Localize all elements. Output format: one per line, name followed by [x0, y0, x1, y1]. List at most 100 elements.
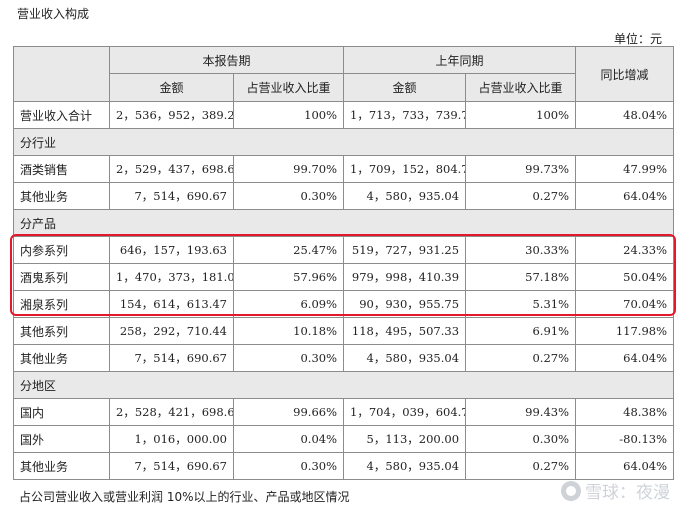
yoy-cell: 70.04% [575, 290, 675, 318]
row-label: 国外 [13, 425, 110, 453]
table-row: 湘泉系列 154，614，613.47 6.09% 90，930，955.75 5.31… [13, 290, 675, 318]
current-share-cell: 99.66% [232, 398, 345, 426]
region-rows: 国内 2，528，421，698.61 99.66% 1，704，039，604.72… [13, 398, 675, 480]
prior-share-cell: 100% [465, 101, 577, 129]
current-share-cell: 57.96% [232, 263, 345, 291]
header-row-2: 金额 占营业收入比重 金额 占营业收入比重 [14, 73, 674, 102]
row-label: 酒类销售 [13, 155, 110, 183]
current-share-cell: 99.70% [232, 155, 345, 183]
header-blank-cell [13, 46, 110, 102]
table-row: 其他业务 7，514，690.67 0.30% 4，580，935.04 0.27% 64… [13, 344, 675, 372]
prior-amount-cell: 90，930，955.75 [343, 290, 467, 318]
current-share-cell: 6.09% [232, 290, 345, 318]
section-row-region: 分地区 [12, 371, 675, 399]
prior-share-cell: 6.91% [465, 317, 577, 345]
table-row: 国外 1，016，000.00 0.04% 5，113，200.00 0.30% -80.… [13, 425, 675, 453]
table-row: 内参系列 646，157，193.63 25.47% 519，727，931.25 30… [13, 236, 675, 264]
prior-share-cell: 5.31% [465, 290, 577, 318]
yoy-cell: 24.33% [575, 236, 675, 264]
table-row: 酒类销售 2，529，437，698.61 99.70% 1，709，152，804.… [13, 155, 675, 183]
total-row: 营业收入合计 2，536，952，389.28 100% 1，713，733，7… [13, 101, 675, 129]
watermark: 雪球：夜漫 [561, 478, 670, 503]
prior-share-cell: 0.30% [465, 425, 577, 453]
header-prior-share: 占营业收入比重 [465, 73, 577, 102]
current-amount-cell: 1，016，000.00 [109, 425, 234, 453]
yoy-cell: 48.38% [575, 398, 675, 426]
industry-rows: 酒类销售 2，529，437，698.61 99.70% 1，709，152，804.… [13, 155, 675, 210]
row-label: 湘泉系列 [13, 290, 110, 318]
prior-share-cell: 0.27% [465, 182, 577, 210]
watermark-text: 雪球：夜漫 [585, 483, 670, 503]
current-amount-cell: 2，529，437，698.61 [109, 155, 234, 183]
footnote: 占公司营业收入或营业利润 10%以上的行业、产品或地区情况 [19, 490, 350, 504]
prior-share-cell: 30.33% [465, 236, 577, 264]
yoy-cell: 48.04% [575, 101, 675, 129]
section-title: 分行业 [12, 128, 675, 156]
prior-share-cell: 0.27% [465, 344, 577, 372]
product-rows: 内参系列 646，157，193.63 25.47% 519，727，931.25 30… [13, 236, 675, 372]
row-label: 其他业务 [13, 452, 110, 480]
prior-amount-cell: 979，998，410.39 [343, 263, 467, 291]
section-title: 分地区 [12, 371, 675, 399]
row-label: 内参系列 [13, 236, 110, 264]
current-share-cell: 0.30% [232, 452, 345, 480]
current-amount-cell: 646，157，193.63 [109, 236, 234, 264]
header-row-1: 本报告期 上年同期 同比增减 [13, 46, 675, 102]
current-share-cell: 0.30% [232, 344, 345, 372]
yoy-cell: -80.13% [575, 425, 675, 453]
current-amount-cell: 7，514，690.67 [109, 182, 234, 210]
current-share-cell: 0.30% [232, 182, 345, 210]
table-row: 其他业务 7，514，690.67 0.30% 4，580，935.04 0.27% 64… [13, 452, 675, 480]
header-current-amount: 金额 [109, 73, 234, 102]
header-prior-amount: 金额 [343, 73, 467, 102]
header-prior-period: 上年同期 [343, 46, 577, 74]
current-amount-cell: 1，470，373，181.07 [109, 263, 234, 291]
section-row-product: 分产品 [12, 209, 675, 237]
prior-amount-cell: 1，713，733，739.76 [343, 101, 467, 129]
snowball-logo-icon [561, 480, 581, 501]
current-share-cell: 0.04% [232, 425, 345, 453]
table-row: 其他系列 258，292，710.44 10.18% 118，495，507.33 6.… [13, 317, 675, 345]
current-amount-cell: 7，514，690.67 [109, 344, 234, 372]
table-row: 国内 2，528，421，698.61 99.66% 1，704，039，604.72… [13, 398, 675, 426]
yoy-cell: 64.04% [575, 182, 675, 210]
row-label: 其他业务 [13, 182, 110, 210]
yoy-cell: 117.98% [575, 317, 675, 345]
table-row: 酒鬼系列 1，470，373，181.07 57.96% 979，998，410.39… [13, 263, 675, 291]
current-share-cell: 100% [232, 101, 345, 129]
current-amount-cell: 7，514，690.67 [109, 452, 234, 480]
current-amount-cell: 2，536，952，389.28 [109, 101, 234, 129]
prior-amount-cell: 4，580，935.04 [343, 182, 467, 210]
prior-amount-cell: 4，580，935.04 [343, 452, 467, 480]
current-amount-cell: 258，292，710.44 [109, 317, 234, 345]
header-current-period: 本报告期 [108, 46, 345, 74]
row-label: 酒鬼系列 [13, 263, 110, 291]
prior-amount-cell: 5，113，200.00 [343, 425, 467, 453]
yoy-cell: 50.04% [575, 263, 675, 291]
yoy-cell: 64.04% [575, 344, 675, 372]
row-label: 营业收入合计 [13, 101, 110, 129]
section-title: 分产品 [12, 209, 675, 237]
current-amount-cell: 154，614，613.47 [109, 290, 234, 318]
prior-share-cell: 0.27% [465, 452, 577, 480]
current-amount-cell: 2，528，421，698.61 [109, 398, 234, 426]
prior-amount-cell: 1，704，039，604.72 [343, 398, 467, 426]
prior-share-cell: 99.43% [465, 398, 577, 426]
section-row-industry: 分行业 [12, 128, 675, 156]
current-share-cell: 25.47% [232, 236, 345, 264]
revenue-composition-table: 本报告期 上年同期 同比增减 金额 占营业收入比重 金额 占营业收入比重 营业收… [12, 46, 675, 480]
row-label: 其他业务 [13, 344, 110, 372]
prior-amount-cell: 118，495，507.33 [343, 317, 467, 345]
header-current-share: 占营业收入比重 [232, 73, 345, 102]
prior-amount-cell: 4，580，935.04 [343, 344, 467, 372]
yoy-cell: 47.99% [575, 155, 675, 183]
prior-amount-cell: 519，727，931.25 [343, 236, 467, 264]
row-label: 国内 [13, 398, 110, 426]
unit-label: 单位：元 [613, 32, 662, 46]
table-row: 其他业务 7，514，690.67 0.30% 4，580，935.04 0.27% 64… [13, 182, 675, 210]
prior-share-cell: 99.73% [465, 155, 577, 183]
header-yoy-change: 同比增减 [575, 46, 675, 102]
prior-amount-cell: 1，709，152，804.72 [343, 155, 467, 183]
report-title: 营业收入构成 [17, 7, 90, 21]
row-label: 其他系列 [13, 317, 110, 345]
